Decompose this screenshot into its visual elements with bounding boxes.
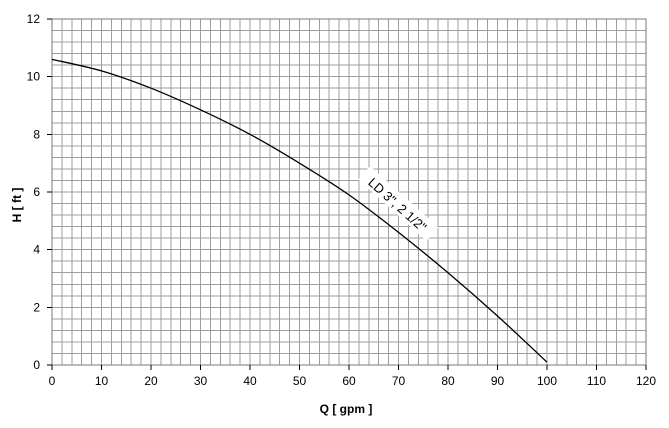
y-axis-label: H [ ft ] (10, 188, 24, 223)
y-tick-label: 4 (33, 243, 40, 257)
x-axis-label: Q [ gpm ] (320, 402, 373, 416)
x-tick-label: 30 (194, 374, 208, 388)
x-tick-label: 50 (293, 374, 307, 388)
y-tick-label: 8 (33, 127, 40, 141)
x-tick-label: 80 (441, 374, 455, 388)
x-tick-label: 40 (243, 374, 257, 388)
x-tick-label: 120 (636, 374, 656, 388)
x-tick-label: 110 (587, 374, 606, 388)
series (51, 58, 548, 363)
x-tick-label: 20 (144, 374, 158, 388)
x-tick-label: 10 (95, 374, 109, 388)
x-tick-label: 100 (537, 374, 557, 388)
x-tick-label: 70 (392, 374, 406, 388)
y-tick-label: 12 (27, 12, 41, 26)
curve-label-text: LD 3", 2 1/2" (365, 175, 429, 235)
series-line (51, 58, 548, 363)
y-tick-label: 10 (27, 70, 41, 84)
curve-label-background (358, 166, 439, 241)
y-tick-label: 0 (33, 358, 40, 372)
axes (47, 18, 647, 370)
x-tick-label: 60 (342, 374, 356, 388)
x-tick-label: 90 (491, 374, 505, 388)
x-tick-label: 0 (49, 374, 56, 388)
grid (51, 18, 647, 366)
y-tick-label: 2 (33, 300, 40, 314)
y-tick-label: 6 (33, 185, 40, 199)
